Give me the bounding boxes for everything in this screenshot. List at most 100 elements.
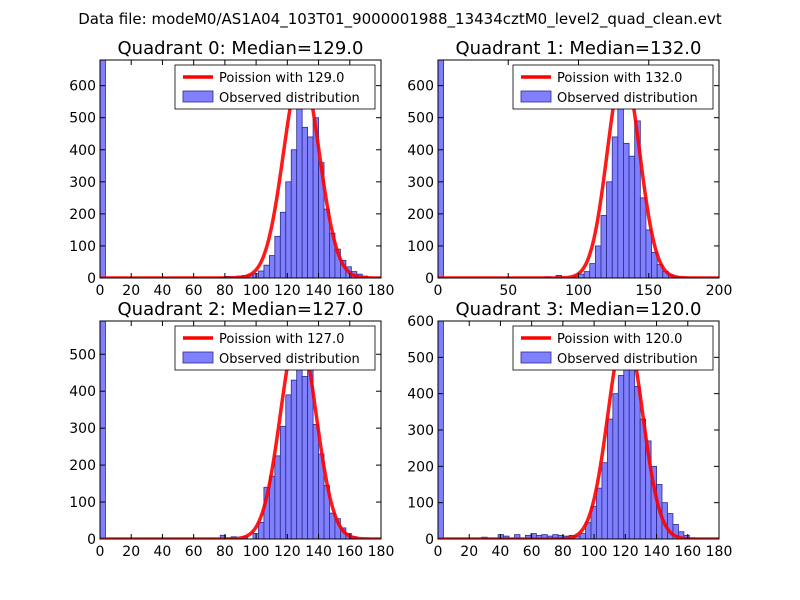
x-tick-label: 160 bbox=[336, 283, 363, 299]
histogram-bar bbox=[274, 455, 281, 539]
x-tick-label: 80 bbox=[554, 544, 572, 560]
x-tick-label: 60 bbox=[185, 283, 203, 299]
x-tick-label: 0 bbox=[96, 283, 105, 299]
x-tick-label: 60 bbox=[523, 544, 541, 560]
histogram-bar bbox=[301, 126, 309, 278]
x-tick-label: 0 bbox=[434, 283, 443, 299]
y-tick-label: 200 bbox=[407, 459, 434, 475]
histogram-bar bbox=[290, 379, 298, 539]
y-tick-label: 0 bbox=[87, 271, 96, 287]
histogram-bar bbox=[623, 346, 630, 539]
histogram-bar bbox=[279, 425, 287, 539]
x-tick-label: 140 bbox=[643, 544, 670, 560]
panel-quadrant-2: 0 20 40 60 80 100 120 140 160 1800100200300400500… bbox=[69, 299, 394, 560]
panel-title: Quadrant 2: Median=127.0 bbox=[118, 299, 364, 320]
x-tick-label: 200 bbox=[706, 283, 733, 299]
x-tick-label: 160 bbox=[674, 544, 701, 560]
histogram-bar bbox=[617, 375, 625, 539]
x-tick-label: 80 bbox=[216, 544, 234, 560]
x-tick-label: 160 bbox=[336, 544, 363, 560]
y-tick-label: 400 bbox=[407, 387, 434, 403]
x-tick-label: 100 bbox=[581, 544, 608, 560]
x-tick-label: 100 bbox=[243, 283, 270, 299]
y-tick-label: 500 bbox=[407, 111, 434, 127]
y-tick-label: 400 bbox=[69, 384, 96, 400]
legend-label-fit: Poission with 129.0 bbox=[219, 71, 344, 86]
histogram-bar bbox=[594, 245, 602, 278]
plot-area bbox=[100, 321, 381, 539]
histogram-bar bbox=[639, 197, 647, 278]
y-tick-label: 600 bbox=[407, 314, 434, 330]
y-tick-label: 500 bbox=[69, 347, 96, 363]
histogram-bar bbox=[601, 462, 608, 539]
y-tick-label: 300 bbox=[407, 423, 434, 439]
histogram-bar bbox=[628, 155, 636, 278]
y-tick-label: 400 bbox=[407, 143, 434, 159]
legend: Poission with 132.0 Observed distribution bbox=[512, 64, 714, 110]
x-tick-label: 0 bbox=[96, 544, 105, 560]
poisson-fit-line bbox=[438, 328, 719, 539]
y-tick-label: 400 bbox=[69, 143, 96, 159]
x-tick-label: 150 bbox=[635, 283, 662, 299]
x-tick-label: 20 bbox=[122, 544, 140, 560]
legend-label-fit: Poission with 120.0 bbox=[557, 332, 682, 347]
y-tick-label: 200 bbox=[69, 207, 96, 223]
histogram-bar bbox=[290, 149, 298, 278]
legend-bar-swatch bbox=[520, 351, 552, 364]
y-tick-label: 0 bbox=[425, 532, 434, 548]
x-tick-label: 80 bbox=[216, 283, 234, 299]
legend-label-fit: Poission with 127.0 bbox=[219, 332, 344, 347]
histogram-bar bbox=[258, 270, 265, 278]
legend-label-observed: Observed distribution bbox=[219, 91, 360, 106]
histogram-bar bbox=[438, 60, 445, 278]
legend-label-observed: Observed distribution bbox=[557, 352, 698, 367]
y-tick-label: 200 bbox=[407, 207, 434, 223]
y-tick-label: 100 bbox=[69, 239, 96, 255]
x-tick-label: 180 bbox=[706, 544, 733, 560]
x-tick-label: 40 bbox=[492, 544, 510, 560]
panel-quadrant-0: 0 20 40 60 80 100 120 140 160 1800100200300400500… bbox=[69, 38, 394, 299]
histogram-bar bbox=[617, 85, 624, 278]
x-tick-label: 0 bbox=[434, 544, 443, 560]
y-tick-label: 300 bbox=[407, 175, 434, 191]
x-tick-label: 100 bbox=[243, 544, 270, 560]
x-tick-label: 40 bbox=[154, 283, 172, 299]
x-tick-label: 50 bbox=[499, 283, 517, 299]
legend-bar-swatch bbox=[182, 351, 214, 364]
x-tick-label: 140 bbox=[305, 283, 332, 299]
y-tick-label: 200 bbox=[69, 458, 96, 474]
x-tick-label: 120 bbox=[274, 283, 301, 299]
histogram-bar bbox=[219, 534, 227, 539]
histogram-bar bbox=[583, 271, 591, 278]
poisson-fit-line bbox=[100, 328, 381, 539]
histogram-bar bbox=[611, 136, 619, 278]
x-tick-label: 180 bbox=[368, 544, 395, 560]
y-tick-label: 100 bbox=[407, 239, 434, 255]
histogram-bar bbox=[100, 60, 106, 278]
panel-title: Quadrant 3: Median=120.0 bbox=[456, 299, 702, 320]
histogram-bar bbox=[268, 255, 276, 278]
y-tick-label: 300 bbox=[69, 175, 96, 191]
legend: Poission with 129.0 Observed distribution bbox=[174, 64, 376, 110]
y-tick-label: 600 bbox=[69, 79, 96, 95]
y-tick-label: 0 bbox=[425, 271, 434, 287]
x-tick-label: 120 bbox=[274, 544, 301, 560]
x-tick-label: 20 bbox=[460, 544, 478, 560]
histogram-bar bbox=[589, 263, 596, 278]
x-tick-label: 140 bbox=[305, 544, 332, 560]
histogram-bar bbox=[634, 385, 641, 539]
histogram-bar bbox=[263, 264, 270, 278]
histogram-bar bbox=[645, 229, 652, 278]
legend-bar-swatch bbox=[182, 90, 214, 103]
y-tick-label: 100 bbox=[407, 496, 434, 512]
legend-label-observed: Observed distribution bbox=[219, 352, 360, 367]
legend: Poission with 120.0 Observed distribution bbox=[512, 325, 714, 371]
poisson-fit-line bbox=[100, 68, 381, 278]
x-tick-label: 60 bbox=[185, 544, 203, 560]
y-tick-label: 0 bbox=[87, 532, 96, 548]
panel-quadrant-3: 0 20 40 60 80 100 120 140 160 1800100200300400500… bbox=[407, 299, 732, 560]
y-tick-label: 100 bbox=[69, 495, 96, 511]
histogram-bar bbox=[274, 235, 281, 278]
histogram-bar bbox=[628, 364, 636, 539]
